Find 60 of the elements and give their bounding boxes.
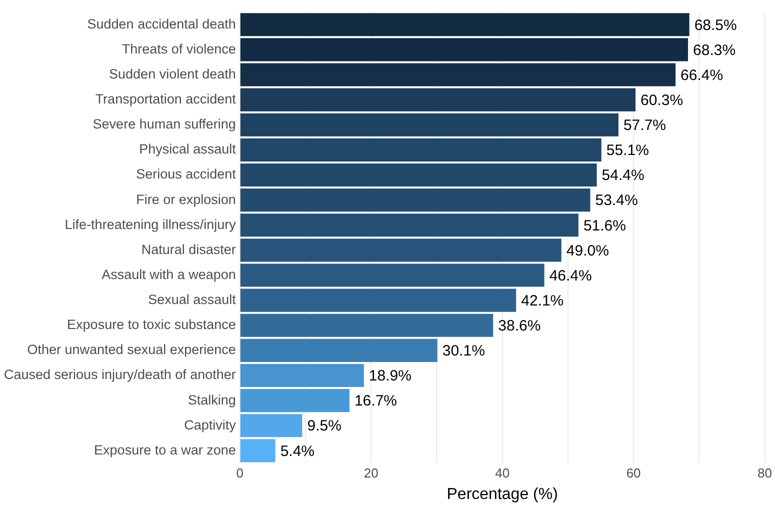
y-tick-label: Severe human suffering bbox=[92, 116, 236, 132]
data-label: 49.0% bbox=[566, 242, 609, 260]
data-label: 68.3% bbox=[693, 42, 736, 59]
y-tick-label: Sudden accidental death bbox=[87, 16, 236, 32]
x-axis-title: Percentage (%) bbox=[446, 486, 558, 503]
bar bbox=[240, 314, 494, 337]
y-tick-label: Sexual assault bbox=[148, 292, 236, 308]
bar bbox=[240, 364, 364, 388]
x-tick-label: 20 bbox=[364, 466, 378, 481]
x-tick-label: 80 bbox=[758, 466, 772, 481]
y-tick-label: Threats of violence bbox=[122, 41, 236, 56]
x-tick-label: 40 bbox=[495, 466, 510, 481]
bar bbox=[240, 188, 590, 212]
y-tick-label: Physical assault bbox=[139, 142, 236, 157]
data-label: 46.4% bbox=[549, 267, 592, 284]
y-tick-label: Life-threatening illness/injury bbox=[64, 216, 236, 232]
data-label: 68.5% bbox=[694, 16, 737, 34]
data-label: 38.6% bbox=[498, 318, 541, 335]
data-label: 18.9% bbox=[368, 368, 412, 385]
data-label: 66.4% bbox=[680, 66, 724, 84]
y-tick-label: Serious accident bbox=[136, 166, 236, 182]
bar bbox=[240, 214, 578, 237]
bar bbox=[240, 38, 688, 62]
y-tick-label: Natural disaster bbox=[141, 242, 236, 257]
data-label: 9.5% bbox=[307, 418, 342, 435]
data-label: 5.4% bbox=[280, 442, 315, 460]
bar bbox=[240, 63, 676, 86]
bar bbox=[240, 338, 438, 362]
y-tick-label: Sudden violent death bbox=[109, 66, 236, 82]
data-label: 30.1% bbox=[442, 342, 485, 360]
bar bbox=[240, 288, 516, 312]
y-tick-label: Captivity bbox=[184, 417, 236, 432]
bar bbox=[240, 389, 350, 412]
bar bbox=[240, 238, 562, 262]
bar bbox=[240, 439, 276, 462]
y-tick-label: Stalking bbox=[188, 392, 236, 408]
bar bbox=[240, 163, 597, 187]
data-label: 55.1% bbox=[606, 142, 649, 160]
bar bbox=[240, 88, 636, 112]
y-tick-label: Other unwanted sexual experience bbox=[27, 342, 236, 358]
y-tick-label: Assault with a weapon bbox=[102, 266, 236, 282]
bar bbox=[240, 414, 302, 438]
y-tick-label: Transportation accident bbox=[95, 92, 236, 107]
bar bbox=[240, 264, 544, 287]
x-tick-label: 60 bbox=[626, 466, 641, 481]
data-label: 54.4% bbox=[602, 167, 644, 184]
y-tick-label: Fire or explosion bbox=[136, 192, 236, 207]
data-label: 51.6% bbox=[583, 217, 626, 234]
bar bbox=[240, 138, 602, 162]
bar bbox=[240, 113, 618, 136]
data-label: 42.1% bbox=[521, 292, 564, 310]
x-tick-label: 0 bbox=[236, 466, 244, 481]
y-tick-label: Caused serious injury/death of another bbox=[4, 367, 236, 382]
bar bbox=[240, 13, 690, 36]
data-label: 57.7% bbox=[623, 117, 666, 134]
y-tick-label: Exposure to a war zone bbox=[94, 442, 236, 458]
data-label: 53.4% bbox=[595, 192, 638, 210]
data-label: 16.7% bbox=[354, 392, 398, 410]
data-label: 60.3% bbox=[640, 92, 684, 109]
y-tick-label: Exposure to toxic substance bbox=[67, 317, 236, 332]
